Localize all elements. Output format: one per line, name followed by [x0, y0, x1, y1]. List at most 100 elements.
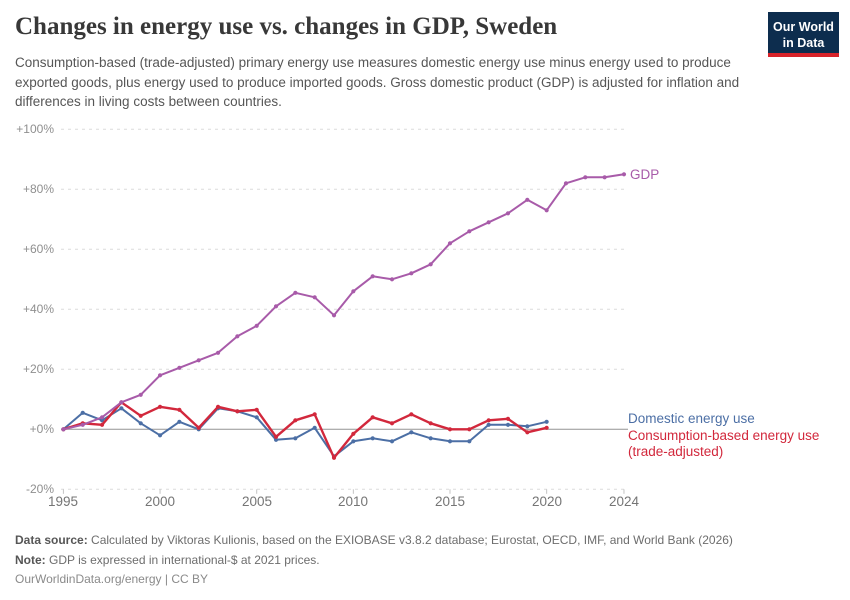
series-point-consumption-based-energy-use: [351, 431, 356, 436]
series-point-domestic-energy-use: [177, 419, 182, 424]
series-line-domestic-energy-use: [62, 407, 548, 458]
note-line: Note: GDP is expressed in international-…: [15, 551, 835, 571]
series-point-consumption-based-energy-use: [157, 404, 163, 409]
series-point-domestic-energy-use: [525, 424, 530, 429]
owid-logo-line1: Our World: [773, 20, 834, 34]
series-point-consumption-based-energy-use: [525, 430, 530, 435]
series-point-consumption-based-energy-use: [544, 425, 549, 430]
y-axis-label: +80%: [22, 182, 54, 196]
series-point-domestic-energy-use: [273, 437, 279, 442]
series-point-consumption-based-energy-use: [447, 427, 453, 432]
series-point-gdp: [273, 304, 279, 309]
series-point-consumption-based-energy-use: [293, 418, 298, 423]
series-point-consumption-based-energy-use: [370, 415, 375, 420]
series-line-consumption-based-energy-use: [62, 401, 548, 459]
chart-subtitle: Consumption-based (trade-adjusted) prima…: [15, 55, 740, 110]
series-line-gdp: [62, 173, 625, 431]
owid-logo[interactable]: Our World in Data: [768, 12, 839, 57]
series-point-consumption-based-energy-use: [196, 425, 201, 430]
series-point-consumption-based-energy-use: [389, 421, 395, 426]
series-point-domestic-energy-use: [486, 422, 491, 427]
x-axis-label: 2005: [241, 494, 273, 509]
series-point-gdp: [370, 274, 375, 279]
series-point-gdp: [525, 197, 530, 202]
series-point-domestic-energy-use: [312, 425, 317, 430]
series-point-consumption-based-energy-use: [254, 407, 259, 412]
y-axis-label: +60%: [22, 242, 54, 256]
x-axis-label: 2024: [608, 494, 640, 509]
series-point-gdp: [544, 208, 549, 213]
series-point-consumption-based-energy-use: [215, 404, 221, 409]
note-label: Note:: [15, 552, 46, 567]
series-point-gdp: [293, 290, 298, 295]
license-line: OurWorldinData.org/energy | CC BY: [15, 572, 208, 586]
series-point-gdp: [80, 422, 85, 427]
series-point-consumption-based-energy-use: [428, 421, 433, 426]
series-point-domestic-energy-use: [99, 418, 105, 423]
chart-footer: Data source: Calculated by Viktoras Kuli…: [15, 531, 835, 590]
data-source-line: Data source: Calculated by Viktoras Kuli…: [15, 531, 835, 551]
owid-energy-link[interactable]: OurWorldinData.org/energy: [15, 572, 162, 586]
series-point-domestic-energy-use: [544, 419, 549, 424]
series-point-gdp: [215, 350, 221, 355]
series-point-gdp: [563, 181, 569, 186]
series-point-gdp: [505, 211, 511, 216]
series-point-domestic-energy-use: [351, 439, 356, 444]
series-point-gdp: [157, 373, 163, 378]
series-point-domestic-energy-use: [467, 439, 472, 444]
series-label-gdp[interactable]: GDP: [630, 167, 660, 182]
x-axis-label: 2010: [337, 494, 369, 509]
series-point-gdp: [351, 289, 356, 294]
series-point-gdp: [119, 400, 124, 405]
x-axis-label: 2000: [144, 494, 176, 509]
series-point-domestic-energy-use: [370, 436, 375, 441]
series-point-domestic-energy-use: [409, 430, 414, 435]
series-point-consumption-based-energy-use: [331, 455, 337, 460]
series-point-consumption-based-energy-use: [99, 422, 105, 427]
x-axis-label: 2015: [434, 494, 466, 509]
series-point-domestic-energy-use: [80, 410, 85, 415]
series-point-gdp: [583, 175, 588, 180]
y-axis-label: +40%: [22, 302, 54, 316]
series-point-consumption-based-energy-use: [312, 412, 317, 417]
series-point-consumption-based-energy-use: [235, 409, 240, 414]
series-point-gdp: [621, 172, 627, 177]
series-point-consumption-based-energy-use: [177, 407, 182, 412]
series-label-consumption-based-energy-use[interactable]: Consumption-based energy use (trade-adju…: [628, 428, 820, 459]
series-point-gdp: [467, 229, 472, 234]
series-point-gdp: [312, 295, 317, 300]
series-point-gdp: [138, 392, 143, 397]
y-axis-label: -20%: [25, 482, 54, 496]
series-point-consumption-based-energy-use: [467, 427, 472, 432]
series-point-gdp: [196, 358, 201, 363]
y-axis-label: +20%: [22, 362, 54, 376]
series-point-domestic-energy-use: [505, 422, 511, 427]
series-point-consumption-based-energy-use: [505, 416, 511, 421]
series-point-gdp: [409, 271, 414, 276]
series-point-domestic-energy-use: [293, 436, 298, 441]
series-point-consumption-based-energy-use: [486, 418, 491, 423]
series-point-gdp: [331, 313, 337, 318]
y-axis-label: +100%: [16, 122, 54, 136]
series-point-consumption-based-energy-use: [273, 434, 279, 439]
series-point-domestic-energy-use: [428, 436, 433, 441]
series-point-gdp: [389, 277, 395, 282]
series-point-gdp: [447, 241, 453, 246]
x-axis-label: 1995: [47, 494, 79, 509]
y-axis-label: +0%: [29, 422, 54, 436]
series-label-domestic-energy-use[interactable]: Domestic energy use: [628, 411, 755, 426]
license-label: CC BY: [171, 572, 208, 586]
series-point-gdp: [235, 334, 240, 339]
series-point-gdp: [177, 365, 182, 370]
series-point-gdp: [486, 220, 491, 225]
owid-logo-line2: in Data: [782, 36, 825, 51]
x-axis-label: 2020: [531, 494, 563, 509]
page-title: Changes in energy use vs. changes in GDP…: [15, 13, 558, 40]
series-point-gdp: [61, 427, 66, 432]
note-text: GDP is expressed in international-$ at 2…: [45, 552, 320, 567]
series-point-gdp: [254, 323, 259, 328]
series-point-domestic-energy-use: [447, 439, 453, 444]
series-point-consumption-based-energy-use: [409, 412, 414, 417]
